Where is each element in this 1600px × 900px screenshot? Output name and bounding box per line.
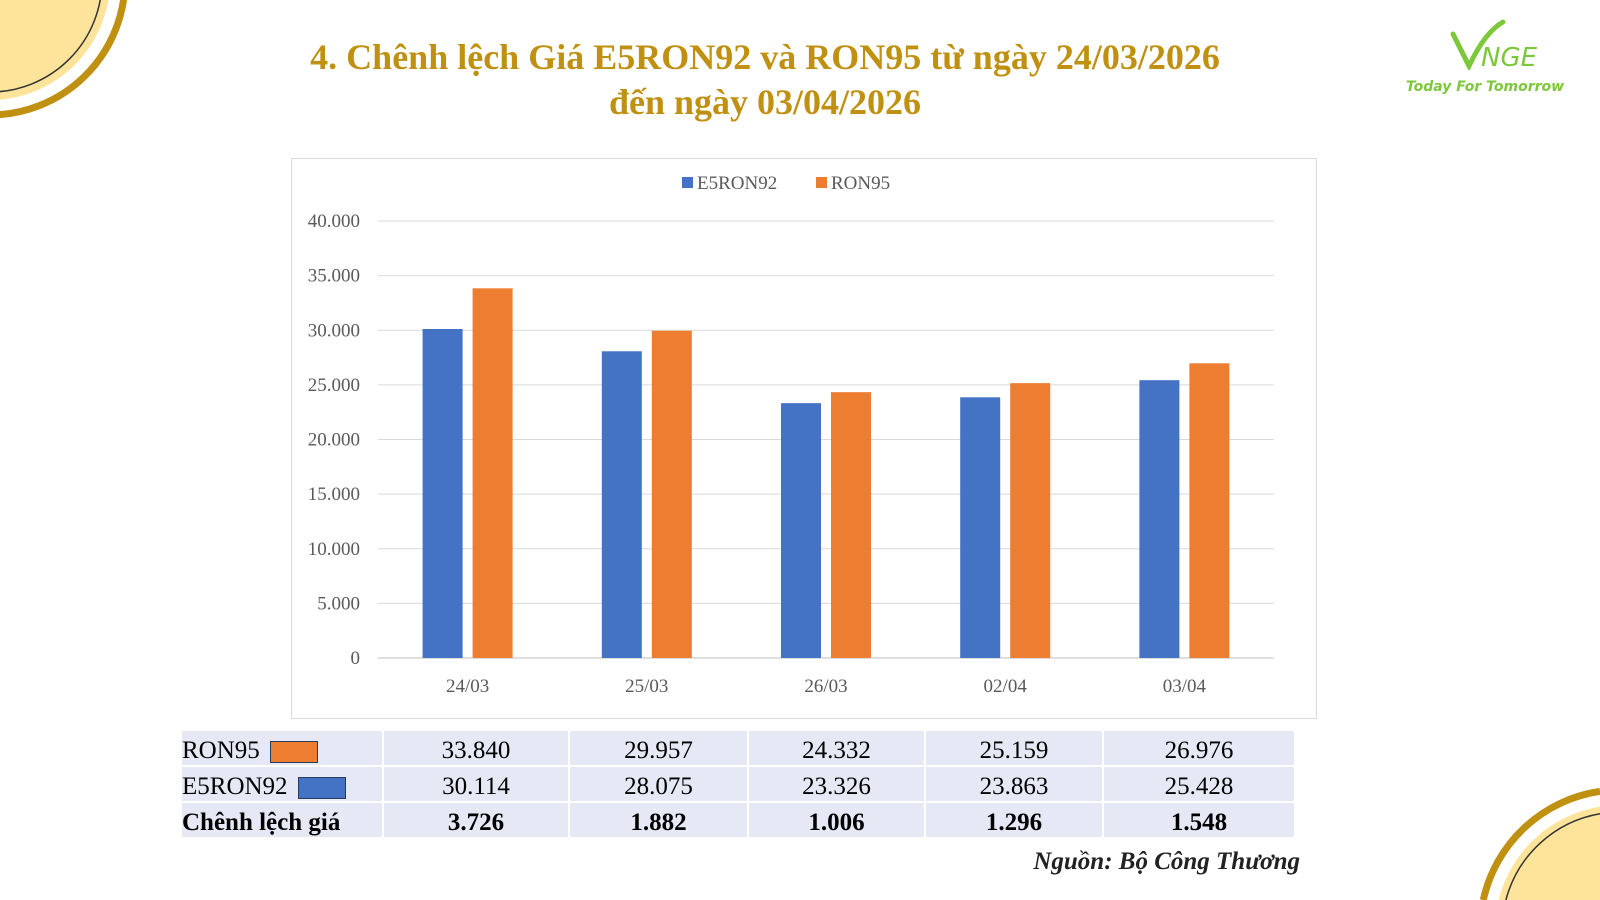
bar-ron95: [831, 392, 871, 658]
table-cell: 1.882: [570, 803, 747, 837]
bar-ron95: [472, 288, 513, 658]
y-tick-label: 5.000: [317, 593, 360, 614]
table-cell: 30.114: [384, 767, 568, 801]
bar-ron95: [1189, 363, 1230, 658]
table-cell: 1.006: [749, 803, 924, 837]
table-row: Chênh lệch giá 3.726 1.882 1.006 1.296 1.548: [182, 803, 1294, 837]
table-cell: 3.726: [384, 803, 568, 837]
table-row: RON95 33.840 29.957 24.332 25.159 26.976: [182, 731, 1294, 765]
table-cell: 23.326: [749, 767, 924, 801]
corner-decoration-bottom-right: [1479, 787, 1600, 900]
table-cell: 29.957: [570, 731, 747, 765]
x-tick-label: 25/03: [625, 676, 668, 697]
row-label: RON95: [182, 731, 382, 765]
row-label: Chênh lệch giá: [182, 803, 382, 837]
y-tick-label: 15.000: [308, 484, 360, 505]
x-tick-label: 03/04: [1163, 676, 1207, 697]
logo-tagline: Today For Tomorrow: [1405, 79, 1565, 95]
bar-ron95: [1010, 383, 1051, 658]
bar-e5ron92: [960, 397, 1001, 658]
row-label-text: Chênh lệch giá: [182, 809, 341, 836]
vnge-logo: NGE Today For Tomorrow: [1395, 18, 1575, 95]
svg-text:NGE: NGE: [1481, 43, 1538, 70]
x-tick-label: 24/03: [446, 676, 489, 697]
legend-swatch: [816, 177, 827, 188]
bar-e5ron92: [781, 403, 821, 658]
title-line-2: đến ngày 03/04/2026: [608, 82, 922, 122]
table-cell: 26.976: [1104, 731, 1294, 765]
table-cell: 28.075: [570, 767, 747, 801]
table-cell: 23.863: [926, 767, 1102, 801]
row-label-text: E5RON92: [182, 773, 288, 800]
chart-container: 0 5.000 10.000 15.000 20.000 25.000 30.000 35.0…: [291, 158, 1317, 719]
table-cell: 33.840: [384, 731, 568, 765]
table-cell: 1.296: [926, 803, 1102, 837]
corner-decoration-top-left: [0, 0, 128, 119]
y-tick-label: 30.000: [308, 320, 360, 341]
source-note: Nguồn: Bộ Công Thương: [1033, 848, 1300, 875]
legend-label: E5RON92: [697, 173, 777, 194]
bar-ron95: [651, 330, 692, 658]
table-cell: 24.332: [749, 731, 924, 765]
bar-e5ron92: [1139, 380, 1180, 658]
page-title: 4. Chênh lệch Giá E5RON92 và RON95 từ ng…: [200, 35, 1330, 125]
table-cell: 1.548: [1104, 803, 1294, 837]
bar-chart: 0 5.000 10.000 15.000 20.000 25.000 30.000 35.0…: [308, 173, 1274, 697]
table-cell: 25.159: [926, 731, 1102, 765]
y-tick-label: 10.000: [308, 539, 360, 560]
legend-swatch: [269, 741, 318, 764]
table-cell: 25.428: [1104, 767, 1294, 801]
table-row: E5RON92 30.114 28.075 23.326 23.863 25.428: [182, 767, 1294, 801]
bar-e5ron92: [601, 351, 642, 658]
data-table: RON95 33.840 29.957 24.332 25.159 26.976 E5RON…: [180, 729, 1296, 839]
y-tick-label: 40.000: [308, 211, 360, 232]
y-tick-label: 20.000: [308, 430, 360, 451]
y-tick-label: 0: [351, 648, 361, 669]
bar-e5ron92: [422, 329, 463, 658]
legend-label: RON95: [831, 173, 890, 194]
row-label-text: RON95: [182, 737, 260, 764]
legend-swatch: [297, 777, 346, 800]
logo-mark-icon: NGE: [1450, 19, 1538, 73]
y-tick-label: 35.000: [308, 266, 360, 287]
legend-swatch: [682, 177, 693, 188]
row-label: E5RON92: [182, 767, 382, 801]
title-line-1: 4. Chênh lệch Giá E5RON92 và RON95 từ ng…: [310, 37, 1220, 77]
x-tick-label: 02/04: [984, 676, 1028, 697]
y-tick-label: 25.000: [308, 375, 360, 396]
x-tick-label: 26/03: [804, 676, 847, 697]
